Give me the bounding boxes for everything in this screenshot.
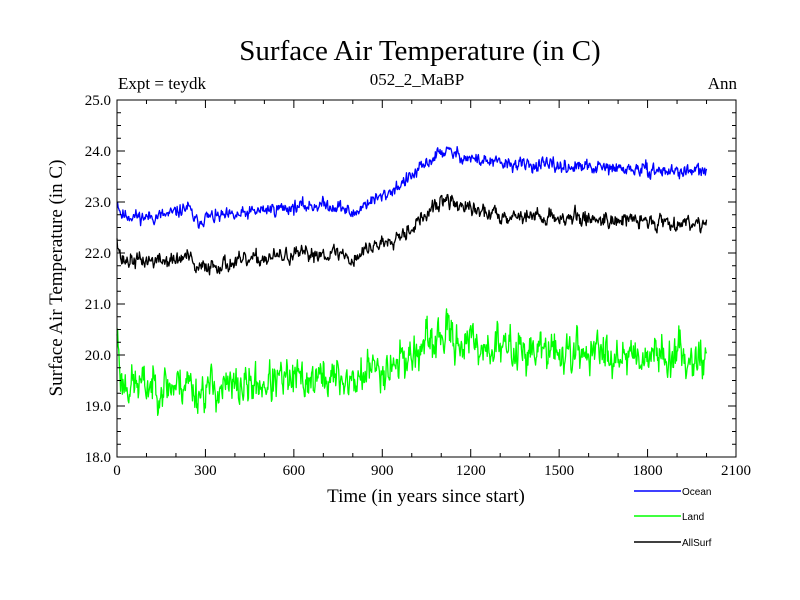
x-axis: 0 300 600 900 1200 1500 1800 2100 <box>113 100 751 479</box>
y-axis: 18.0 19.0 20.0 21.0 22.0 23.0 24.0 25.0 <box>85 93 736 466</box>
run-label: 052_2_MaBP <box>370 70 464 89</box>
y-axis-label: Surface Air Temperature (in C) <box>46 160 67 397</box>
plot-series <box>116 146 708 417</box>
series-line-allsurf <box>116 193 708 276</box>
y-tick-label: 24.0 <box>85 144 111 160</box>
legend-label-ocean: Ocean <box>682 487 711 498</box>
y-tick-label: 23.0 <box>85 195 111 211</box>
x-axis-label: Time (in years since start) <box>327 486 525 507</box>
legend-label-allsurf: AllSurf <box>682 538 712 549</box>
period-label: Ann <box>708 74 738 93</box>
plot-frame <box>116 99 737 458</box>
x-tick-label: 1200 <box>456 463 486 479</box>
legend: Ocean Land AllSurf <box>634 487 712 549</box>
legend-label-land: Land <box>682 512 704 523</box>
x-tick-label: 1800 <box>633 463 663 479</box>
y-tick-label: 18.0 <box>85 450 111 466</box>
y-tick-label: 25.0 <box>85 93 111 109</box>
x-tick-label: 0 <box>113 463 121 479</box>
x-tick-label: 300 <box>194 463 217 479</box>
y-tick-label: 20.0 <box>85 348 111 364</box>
x-tick-label: 600 <box>283 463 306 479</box>
x-tick-label: 900 <box>371 463 394 479</box>
series-line-ocean <box>116 146 708 229</box>
series-line-land <box>116 308 708 417</box>
y-tick-label: 21.0 <box>85 297 111 313</box>
y-tick-label: 19.0 <box>85 399 111 415</box>
chart-title: Surface Air Temperature (in C) <box>239 35 600 67</box>
experiment-label: Expt = teydk <box>118 74 206 93</box>
x-tick-label: 2100 <box>721 463 751 479</box>
y-tick-label: 22.0 <box>85 246 111 262</box>
x-tick-label: 1500 <box>544 463 574 479</box>
